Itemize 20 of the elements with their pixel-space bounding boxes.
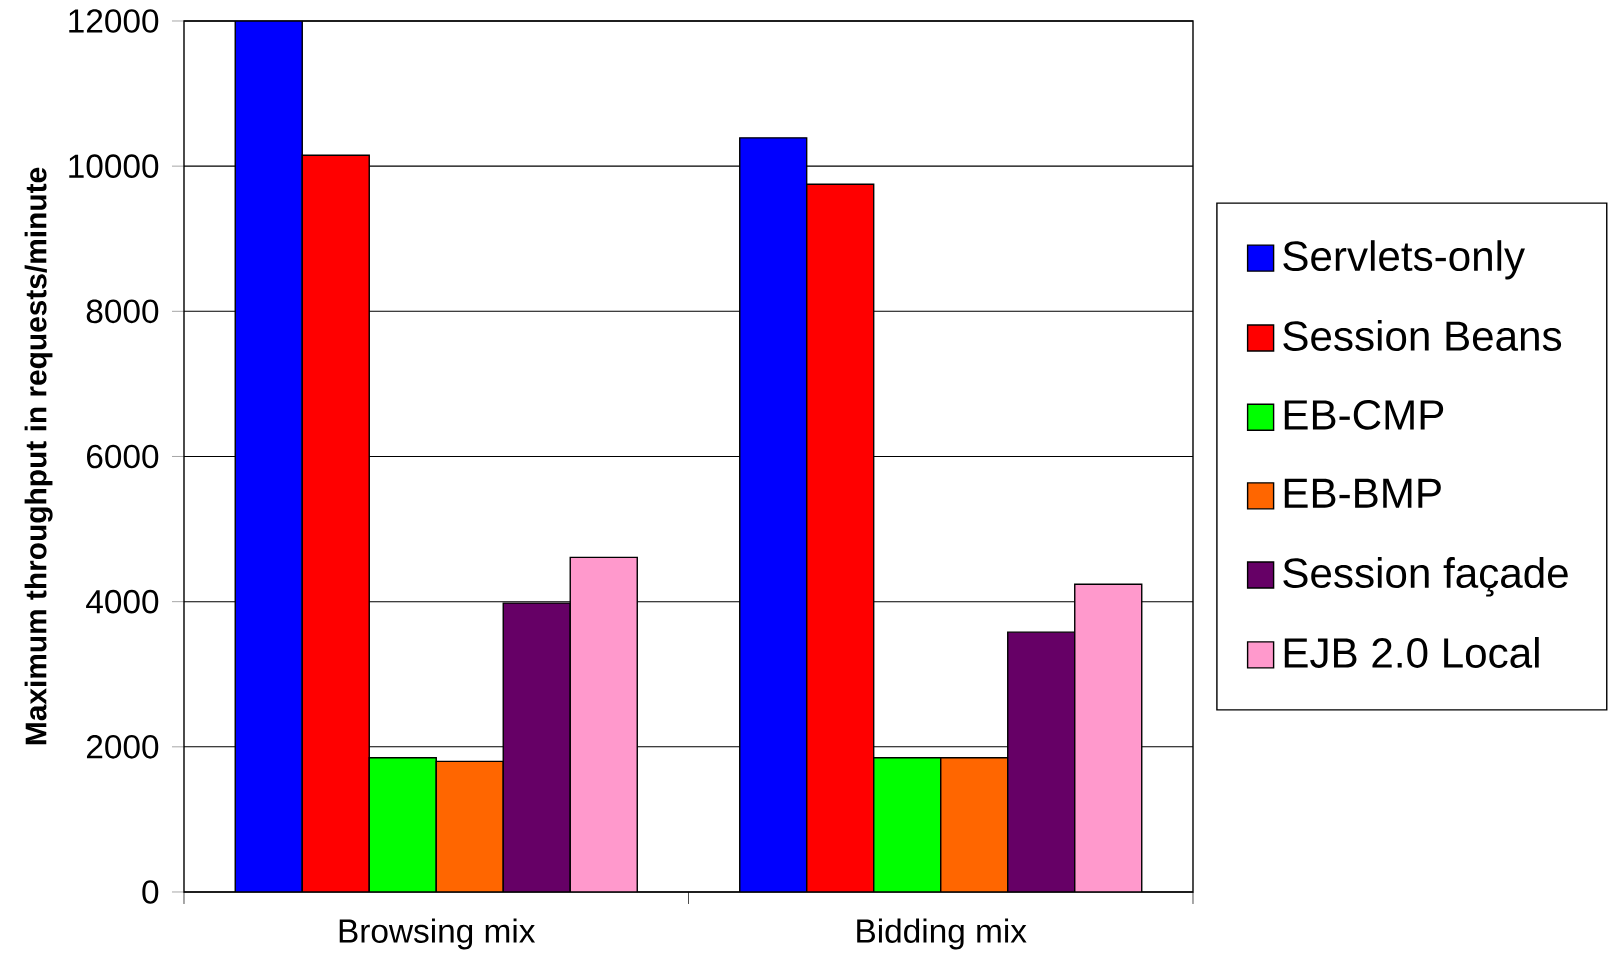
y-tick-label: 0 [142, 880, 159, 904]
y-tick-label: 12000 [69, 9, 159, 33]
y-tick-label: 4000 [86, 589, 159, 614]
legend-label: Servlets-only [1283, 240, 1525, 280]
y-tick-label: 6000 [87, 444, 159, 469]
legend-label: Session façade [1283, 557, 1568, 597]
legend-label: EB-BMP [1284, 478, 1441, 508]
y-tick-label: 8000 [86, 299, 159, 324]
bar [569, 556, 638, 892]
bar [301, 154, 370, 892]
x-tick-label: Bidding mix [857, 918, 1027, 950]
y-tick-label: 10000 [69, 154, 159, 178]
bar [806, 183, 875, 892]
legend-label: Session Beans [1283, 320, 1562, 352]
legend-label: EJB 2.0 Local [1284, 636, 1539, 668]
y-axis-title: Maximum throughput in requests/minute [24, 167, 53, 745]
x-tick-label: Browsing mix [339, 918, 536, 950]
legend-label: EB-CMP [1284, 399, 1444, 430]
bar [1074, 583, 1143, 892]
y-tick-label: 2000 [86, 734, 159, 759]
